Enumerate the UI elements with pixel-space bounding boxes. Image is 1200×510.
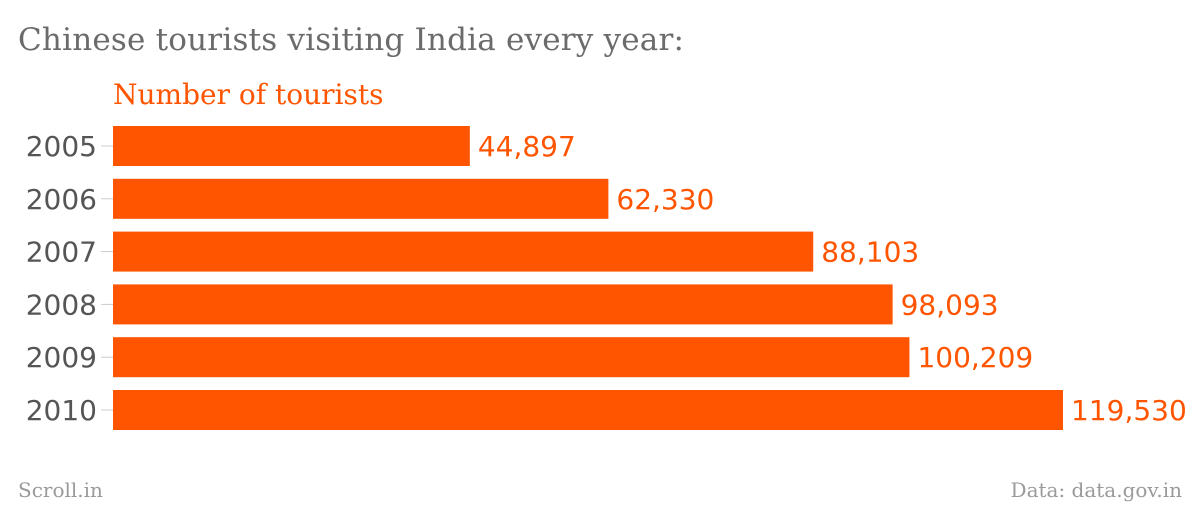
footer-brand: Scroll.in [18,478,103,502]
value-label-2009: 100,209 [917,341,1033,374]
y-tick-label-2009: 2009 [26,341,97,374]
bar-2009 [113,337,910,378]
tick-marks [101,145,113,411]
series-label: Number of tourists [113,78,383,111]
y-tick-label-2008: 2008 [26,288,97,321]
value-label-2010: 119,530 [1071,394,1187,427]
bar-2010 [113,390,1063,430]
value-label-2008: 98,093 [901,288,999,321]
bar-2007 [113,231,814,272]
y-tick-label-2007: 2007 [26,236,97,269]
bar-group [113,126,1063,430]
y-tick-label-2006: 2006 [26,183,97,216]
y-tick-label-2005: 2005 [26,130,97,163]
bar-2006 [113,178,609,219]
value-label-2006: 62,330 [616,183,714,216]
y-tick-label-2010: 2010 [26,394,97,427]
bar-2005 [113,126,470,166]
value-labels: 44,897 62,330 88,103 98,093 100,209 119,530 [478,130,1187,427]
y-axis-tick-labels: 2005 2006 2007 2008 2009 2010 [26,130,97,427]
footer-data-source: Data: data.gov.in [1010,478,1182,502]
value-label-2007: 88,103 [821,236,919,269]
chart-title: Chinese tourists visiting India every ye… [18,22,685,58]
value-label-2005: 44,897 [478,130,576,163]
bar-2008 [113,284,893,325]
